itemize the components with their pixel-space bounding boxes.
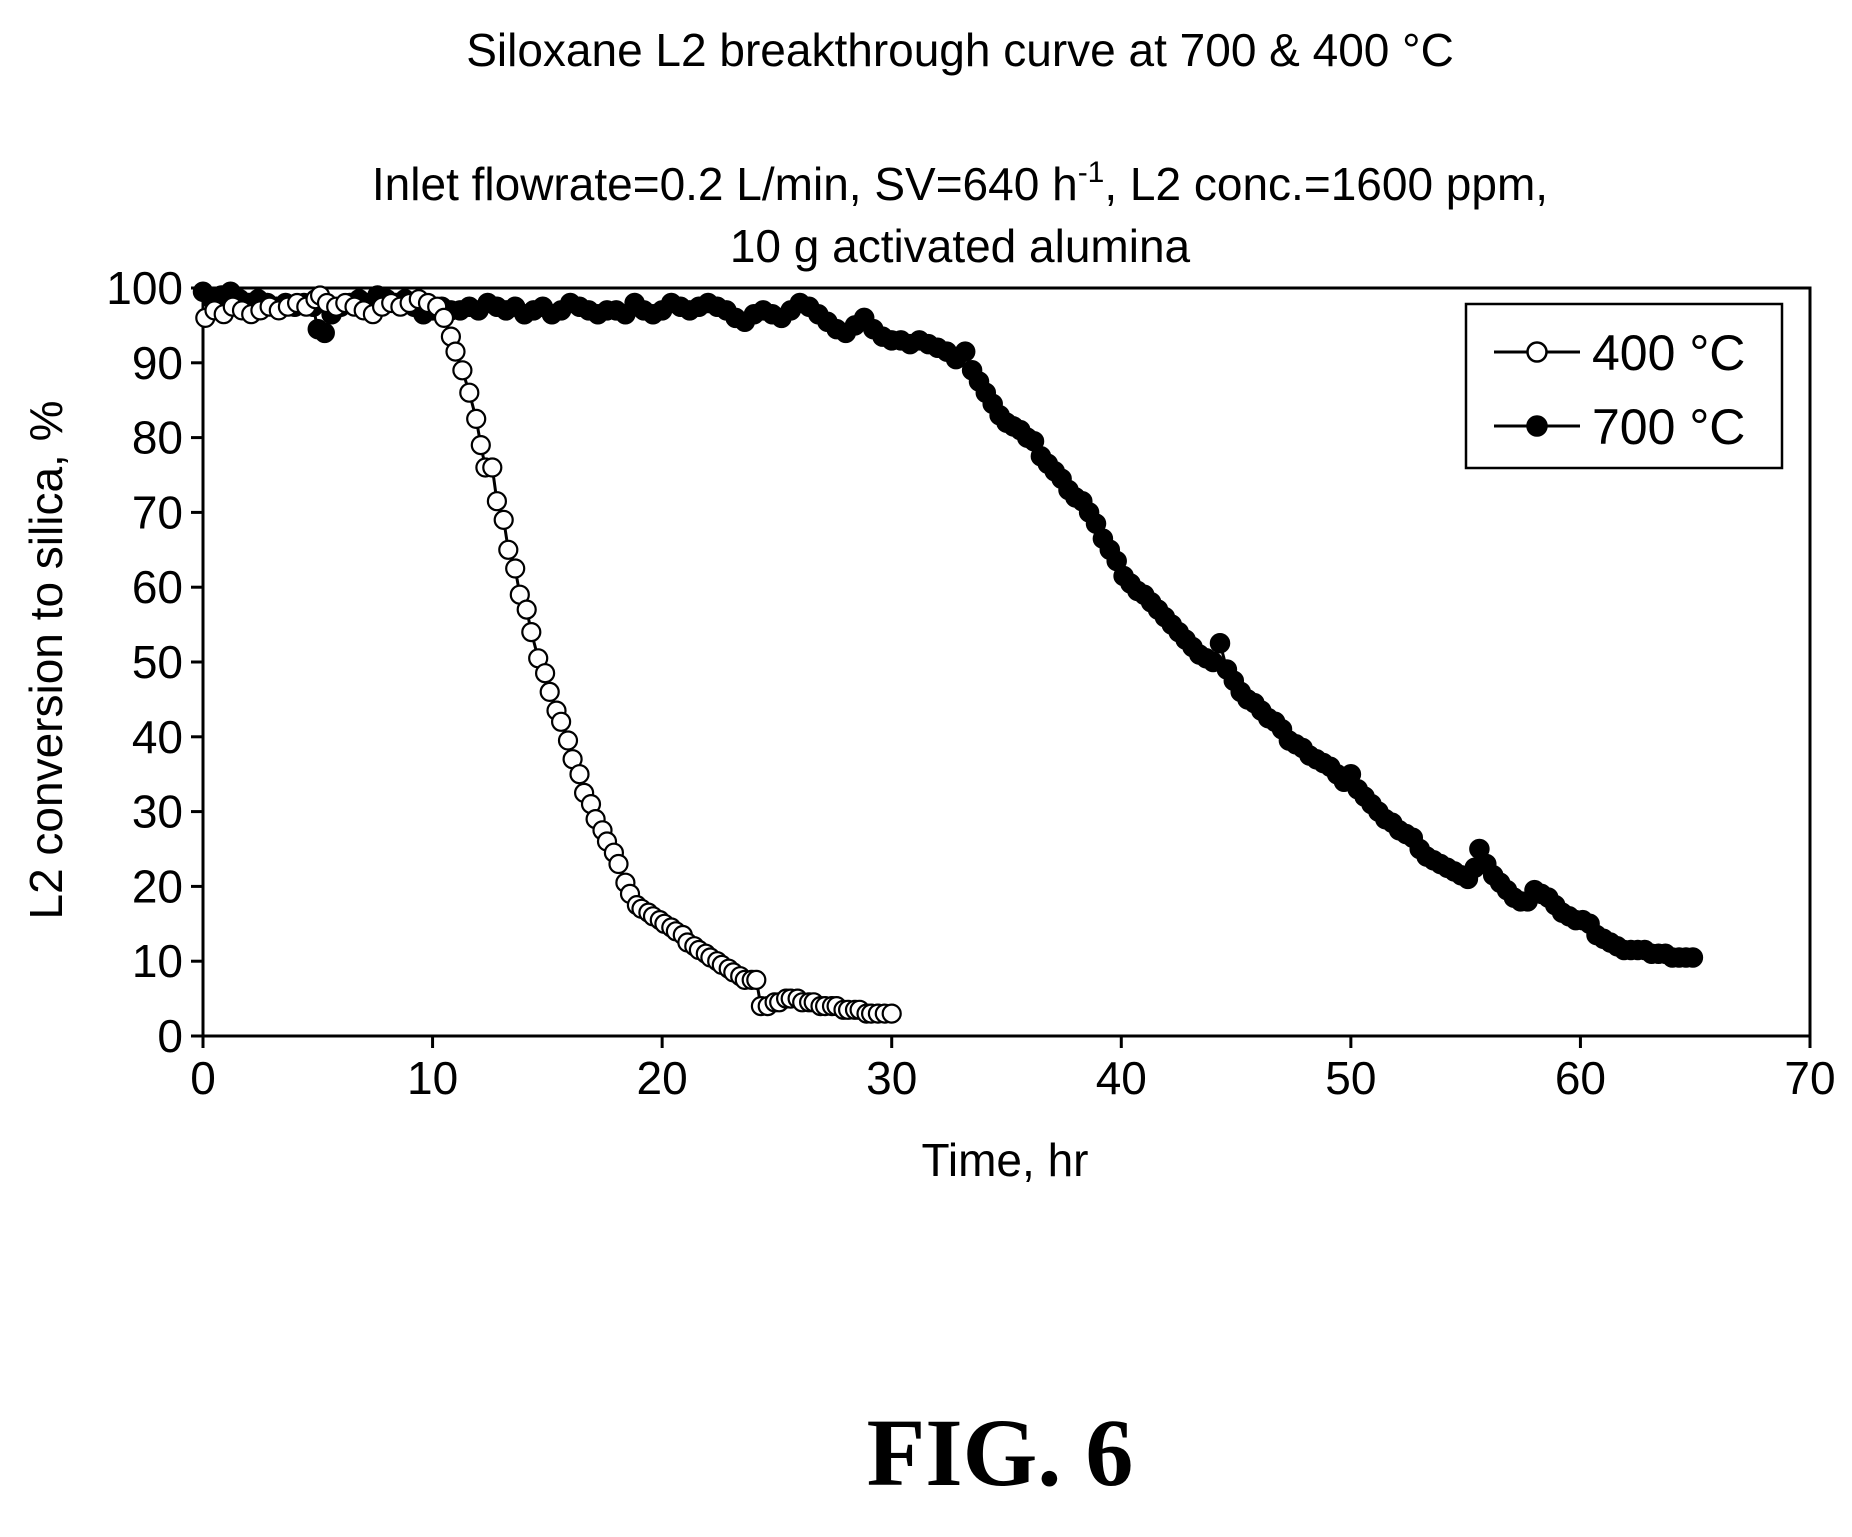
subtitle-suffix: , L2 conc.=1600 ppm, <box>1104 158 1548 210</box>
data-point <box>569 764 590 785</box>
y-tick-label: 90 <box>132 337 183 389</box>
x-tick-label: 20 <box>637 1052 688 1104</box>
data-point <box>534 663 556 684</box>
y-axis-ticks: 0 10 20 30 40 50 60 70 80 90 100 <box>106 262 203 1062</box>
legend-label-700C: 700 °C <box>1592 399 1745 455</box>
y-tick-label: 80 <box>132 412 183 464</box>
legend-marker-700C <box>1526 415 1548 437</box>
data-point <box>539 681 560 703</box>
y-tick-label: 70 <box>132 486 183 538</box>
x-tick-label: 70 <box>1784 1052 1835 1104</box>
data-point <box>521 621 542 643</box>
series-line <box>204 293 892 1016</box>
data-point <box>493 509 514 531</box>
data-point <box>516 599 537 620</box>
data-point <box>314 322 335 344</box>
legend: 400 °C 700 °C <box>1464 302 1784 470</box>
data-point <box>505 558 526 579</box>
subtitle-superscript: -1 <box>1078 156 1105 189</box>
x-axis-ticks: 0 10 20 30 40 50 60 70 <box>190 1036 1836 1104</box>
data-point <box>452 360 473 381</box>
chart-subtitle-line2: 10 g activated alumina <box>730 220 1191 272</box>
data-point <box>557 730 579 751</box>
data-point <box>498 539 519 560</box>
y-axis-label: L2 conversion to silica, % <box>20 400 72 919</box>
data-point <box>470 435 491 456</box>
x-tick-label: 60 <box>1555 1052 1606 1104</box>
data-point <box>550 711 572 732</box>
data-point <box>746 969 767 991</box>
chart-title: Siloxane L2 breakthrough curve at 700 & … <box>466 24 1454 76</box>
x-tick-label: 40 <box>1096 1052 1147 1104</box>
x-tick-label: 10 <box>407 1052 458 1104</box>
y-tick-label: 40 <box>132 711 183 763</box>
figure-label: FIG. 6 <box>867 1399 1134 1506</box>
legend-label-400C: 400 °C <box>1592 325 1745 381</box>
legend-box <box>1464 302 1784 470</box>
y-tick-label: 100 <box>106 262 183 314</box>
legend-marker-400C <box>1526 341 1548 363</box>
y-tick-label: 50 <box>132 636 183 688</box>
data-point <box>608 853 629 875</box>
data-point <box>1682 947 1704 968</box>
chart-subtitle-line1: Inlet flowrate=0.2 L/min, SV=640 h-1, L2… <box>372 156 1548 210</box>
data-point <box>482 457 503 478</box>
y-tick-label: 30 <box>132 786 183 838</box>
x-tick-label: 0 <box>190 1052 216 1104</box>
data-point <box>486 491 507 512</box>
data-point <box>881 1003 902 1024</box>
x-tick-label: 50 <box>1325 1052 1376 1104</box>
x-tick-label: 30 <box>866 1052 917 1104</box>
data-point <box>1209 633 1231 654</box>
y-tick-label: 60 <box>132 561 183 613</box>
y-tick-label: 10 <box>132 935 183 987</box>
subtitle-prefix: Inlet flowrate=0.2 L/min, SV=640 h <box>372 158 1078 210</box>
y-tick-label: 0 <box>157 1010 183 1062</box>
series-700C <box>192 281 1704 968</box>
data-point <box>445 341 466 362</box>
data-point <box>433 307 455 328</box>
x-axis-label: Time, hr <box>922 1134 1089 1186</box>
data-point <box>459 382 480 403</box>
data-point <box>954 341 976 362</box>
data-point <box>466 408 487 429</box>
series-400C <box>195 285 902 1024</box>
y-tick-label: 20 <box>132 860 183 912</box>
